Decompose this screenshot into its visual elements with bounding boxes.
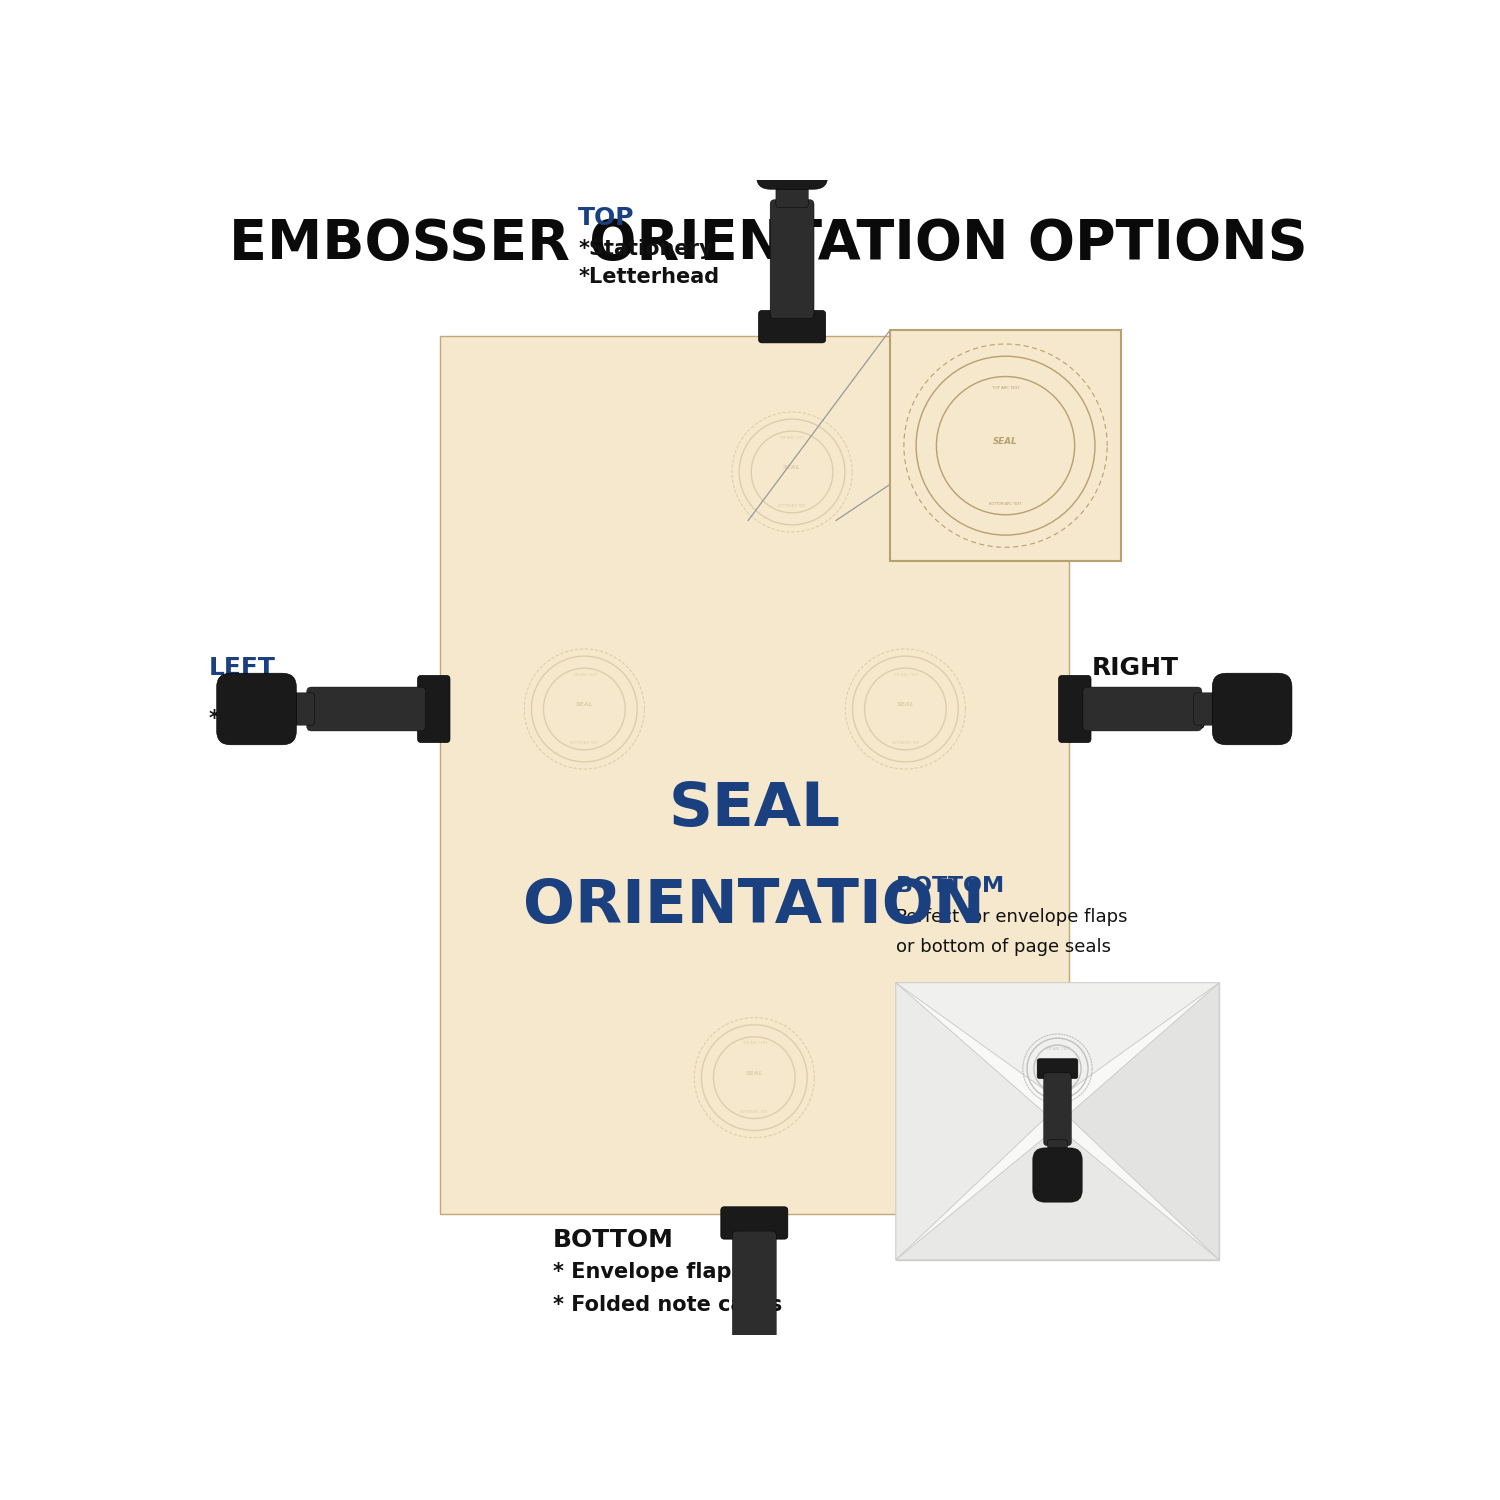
FancyBboxPatch shape (1083, 687, 1202, 730)
Text: BOTTOM ARC TEXT: BOTTOM ARC TEXT (891, 741, 920, 746)
Text: Perfect for envelope flaps: Perfect for envelope flaps (896, 908, 1128, 926)
Text: EMBOSSER ORIENTATION OPTIONS: EMBOSSER ORIENTATION OPTIONS (230, 217, 1308, 272)
FancyBboxPatch shape (440, 336, 1070, 1214)
Polygon shape (896, 982, 1220, 1100)
FancyBboxPatch shape (718, 1360, 790, 1440)
Text: ORIENTATION: ORIENTATION (524, 878, 986, 936)
FancyBboxPatch shape (1194, 693, 1230, 724)
Text: *Not Common: *Not Common (209, 710, 370, 729)
Text: LEFT: LEFT (209, 656, 276, 680)
Text: BOTTOM ARC TEXT: BOTTOM ARC TEXT (570, 741, 598, 746)
Text: SEAL: SEAL (576, 702, 592, 706)
Text: TOP ARC TEXT: TOP ARC TEXT (992, 386, 1020, 390)
Text: BOTTOM: BOTTOM (554, 1227, 674, 1251)
FancyBboxPatch shape (756, 110, 828, 189)
FancyBboxPatch shape (279, 693, 315, 724)
FancyBboxPatch shape (1034, 1148, 1082, 1202)
Text: BOTTOM ARC TEXT: BOTTOM ARC TEXT (778, 504, 806, 509)
Text: * Book page: * Book page (1092, 710, 1220, 729)
FancyBboxPatch shape (1047, 1140, 1068, 1162)
FancyBboxPatch shape (722, 1208, 788, 1239)
FancyBboxPatch shape (1044, 1072, 1071, 1146)
FancyBboxPatch shape (732, 1232, 777, 1350)
Text: BOTTOM ARC TEXT: BOTTOM ARC TEXT (1044, 1086, 1071, 1090)
Text: RIGHT: RIGHT (1092, 656, 1179, 680)
FancyBboxPatch shape (1036, 1059, 1078, 1078)
FancyBboxPatch shape (759, 310, 825, 344)
Text: SEAL: SEAL (1048, 1062, 1066, 1066)
FancyBboxPatch shape (1059, 675, 1090, 742)
Text: TOP ARC TEXT: TOP ARC TEXT (572, 674, 597, 676)
Text: TOP ARC TEXT: TOP ARC TEXT (1046, 1047, 1070, 1052)
Text: SEAL: SEAL (746, 1071, 764, 1076)
Text: SEAL: SEAL (993, 436, 1018, 445)
Polygon shape (1066, 982, 1220, 1260)
Text: SEAL: SEAL (669, 780, 840, 840)
Text: BOTTOM: BOTTOM (896, 876, 1004, 896)
Text: BOTTOM ARC TEXT: BOTTOM ARC TEXT (741, 1110, 768, 1114)
Text: or bottom of page seals: or bottom of page seals (896, 938, 1112, 956)
Text: *Letterhead: *Letterhead (578, 267, 718, 288)
FancyBboxPatch shape (417, 675, 450, 742)
Polygon shape (896, 1126, 1220, 1260)
FancyBboxPatch shape (216, 674, 297, 746)
Text: * Envelope flaps: * Envelope flaps (554, 1262, 744, 1282)
Text: TOP ARC TEXT: TOP ARC TEXT (892, 674, 918, 676)
FancyBboxPatch shape (738, 1342, 771, 1377)
Text: SEAL: SEAL (897, 702, 914, 706)
FancyBboxPatch shape (732, 1389, 753, 1422)
Text: TOP ARC TEXT: TOP ARC TEXT (780, 435, 806, 439)
FancyBboxPatch shape (770, 200, 814, 318)
Text: BOTTOM ARC TEXT: BOTTOM ARC TEXT (990, 501, 1022, 506)
FancyBboxPatch shape (306, 687, 426, 730)
Text: TOP: TOP (578, 206, 634, 230)
Text: *Stationery: *Stationery (578, 238, 712, 258)
Text: SEAL: SEAL (783, 465, 801, 470)
Polygon shape (896, 982, 1048, 1260)
FancyBboxPatch shape (770, 138, 790, 171)
Text: * Folded note cards: * Folded note cards (554, 1294, 782, 1314)
FancyBboxPatch shape (1212, 674, 1292, 746)
FancyBboxPatch shape (896, 982, 1220, 1260)
FancyBboxPatch shape (890, 330, 1120, 561)
FancyBboxPatch shape (776, 172, 808, 207)
Text: TOP ARC TEXT: TOP ARC TEXT (741, 1041, 766, 1046)
